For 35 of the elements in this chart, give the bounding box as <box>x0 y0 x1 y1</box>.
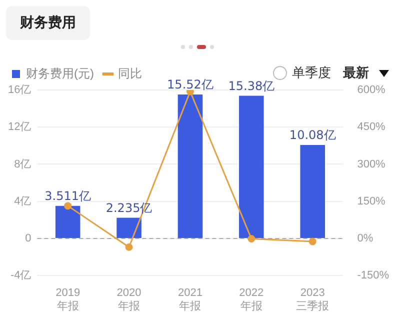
y2-tick-label: -150% <box>357 270 390 282</box>
data-label: 15.38亿 <box>228 78 275 93</box>
x-tick-label: 2022 年报 <box>239 287 264 312</box>
data-label: 10.08亿 <box>289 128 336 142</box>
y-tick-label: 16亿 <box>8 84 32 96</box>
data-label: 15.52亿 <box>167 78 214 92</box>
text: 最新 <box>343 64 369 82</box>
y2-tick-label: 600% <box>357 84 386 96</box>
bar <box>178 94 203 238</box>
chart-title: 财务费用 <box>6 6 90 40</box>
legend-label: 财务费用(元) <box>26 66 94 80</box>
point <box>125 243 133 251</box>
text: 单季度 <box>292 65 331 82</box>
y2-tick-label: 300% <box>357 158 386 170</box>
bar <box>116 218 142 238</box>
y-tick-label: 0 <box>25 232 32 245</box>
bar <box>55 206 80 238</box>
legend-label: 同比 <box>118 66 142 80</box>
x-tick-label: 2020 年报 <box>116 287 142 312</box>
x-tick-label: 2023 三季报 <box>296 287 330 312</box>
y-tick-label: 4亿 <box>14 195 32 208</box>
y2-tick-label: 0% <box>357 232 374 245</box>
point <box>308 238 316 246</box>
point <box>64 202 72 210</box>
point <box>248 234 256 242</box>
y2-tick-label: 450% <box>357 121 386 134</box>
data-label: 3.511亿 <box>44 189 92 204</box>
bar <box>239 96 264 238</box>
y-tick-label: -4亿 <box>10 270 32 282</box>
bar <box>300 144 325 238</box>
x-tick-label: 2021 年报 <box>178 287 202 312</box>
y-tick-label: 8亿 <box>14 158 32 170</box>
y2-tick-label: 150% <box>357 195 386 208</box>
x-tick-label: 2019 年报 <box>56 287 80 312</box>
y-tick-label: 12亿 <box>8 121 32 134</box>
